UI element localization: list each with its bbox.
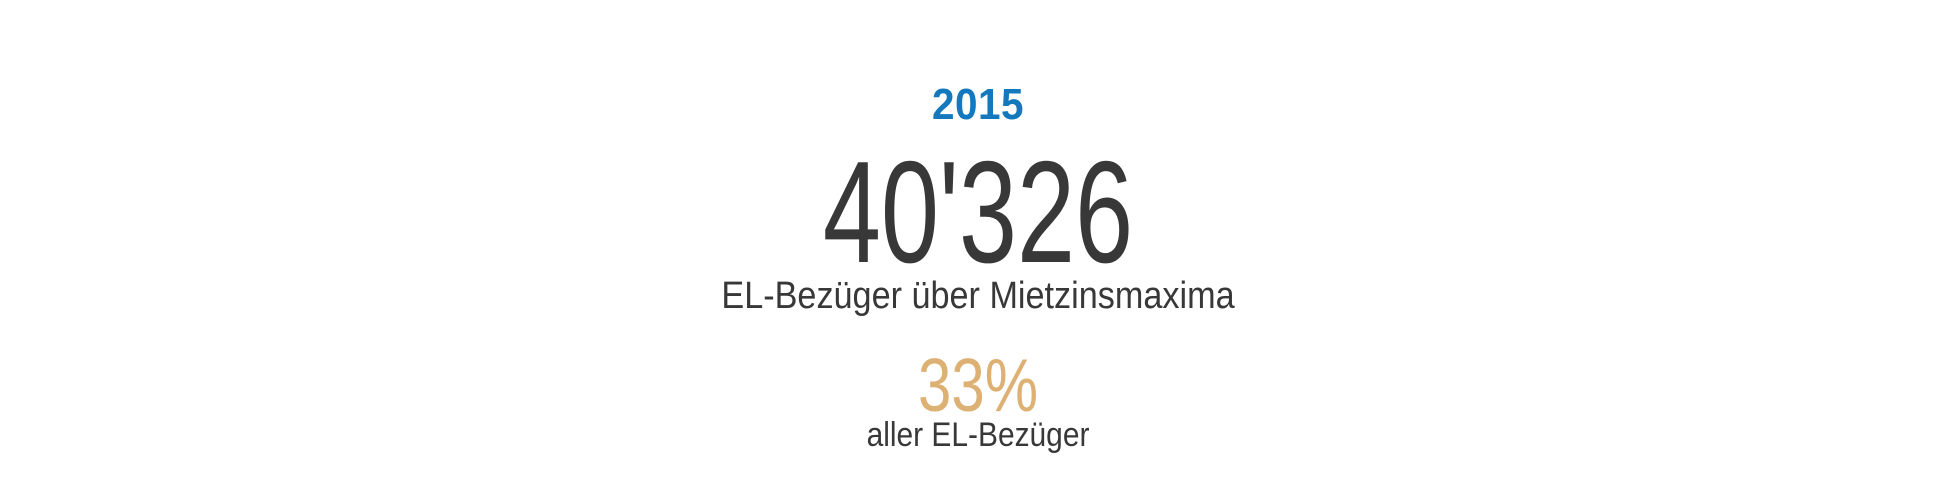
- secondary-label: aller EL-Bezüger: [866, 416, 1090, 454]
- secondary-value: 33%: [917, 343, 1039, 427]
- primary-value: 40'326: [822, 131, 1134, 293]
- primary-label: EL-Bezüger über Mietzinsmaxima: [721, 275, 1235, 317]
- year-label: 2015: [932, 80, 1024, 129]
